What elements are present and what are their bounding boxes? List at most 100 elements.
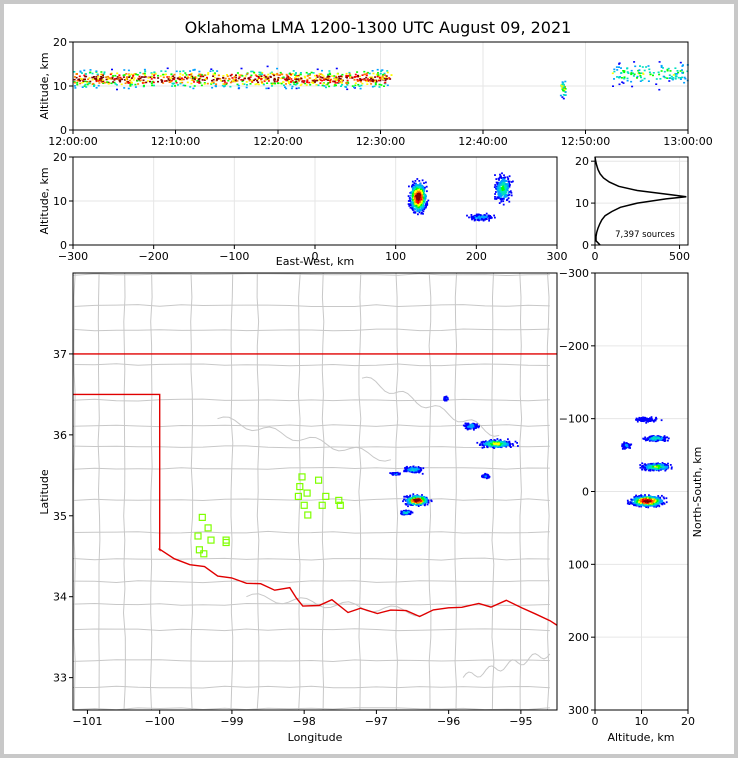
source-point: [194, 76, 197, 78]
source-point: [657, 462, 659, 465]
source-point: [423, 188, 426, 191]
source-point: [346, 76, 348, 79]
source-point: [329, 73, 332, 75]
source-point: [474, 425, 477, 428]
source-point: [134, 83, 137, 86]
source-point: [422, 189, 425, 192]
source-point: [663, 497, 666, 500]
source-point: [315, 83, 318, 86]
source-point: [669, 70, 672, 72]
source-point: [222, 75, 225, 77]
source-point: [359, 78, 362, 80]
source-point: [616, 76, 618, 78]
source-point: [421, 501, 424, 504]
time-height-xtick-label: 12:20:00: [253, 135, 302, 148]
source-point: [283, 84, 285, 87]
source-point: [655, 83, 658, 85]
source-point: [481, 217, 484, 219]
source-point: [115, 77, 118, 80]
source-point: [655, 501, 658, 503]
source-point: [647, 502, 650, 504]
source-point: [371, 79, 374, 81]
source-point: [503, 196, 506, 199]
source-point: [375, 80, 378, 83]
source-point: [204, 78, 207, 80]
source-point: [508, 175, 511, 178]
source-point: [411, 497, 414, 500]
source-point: [563, 88, 566, 90]
source-point: [650, 466, 653, 469]
source-point: [649, 463, 652, 465]
source-point: [627, 501, 630, 504]
source-point: [498, 196, 500, 198]
source-point: [129, 83, 132, 86]
source-point: [503, 190, 505, 193]
lma-station-marker: [335, 496, 343, 504]
source-point: [420, 500, 422, 502]
source-point: [411, 187, 414, 190]
source-point: [473, 424, 475, 426]
source-point: [193, 85, 196, 87]
source-point: [300, 77, 303, 80]
source-point: [295, 80, 298, 83]
source-point: [414, 503, 417, 505]
source-point: [645, 468, 647, 471]
source-point: [560, 84, 563, 86]
altitude-histogram-line: [594, 156, 687, 246]
source-point: [413, 211, 416, 214]
source-point: [421, 211, 423, 214]
source-point: [494, 216, 496, 219]
source-point: [244, 75, 247, 77]
source-point: [495, 185, 498, 188]
source-point: [236, 72, 239, 74]
source-point: [91, 76, 94, 79]
source-point: [349, 76, 352, 78]
source-point: [226, 74, 228, 76]
source-point: [416, 192, 418, 194]
source-point: [315, 74, 318, 77]
source-point: [496, 181, 499, 184]
source-point: [212, 73, 215, 75]
source-point: [340, 82, 343, 84]
source-point: [74, 76, 76, 78]
source-point: [411, 205, 413, 208]
source-point: [119, 79, 122, 81]
source-point: [426, 190, 428, 193]
source-point: [655, 506, 658, 508]
source-point: [674, 74, 677, 76]
source-point: [250, 74, 253, 77]
source-point: [626, 71, 629, 73]
source-point: [120, 78, 123, 80]
source-point: [417, 499, 419, 502]
source-point: [648, 466, 651, 469]
source-point: [203, 74, 206, 76]
source-point: [462, 424, 465, 427]
source-point: [636, 498, 638, 501]
source-point: [271, 85, 273, 87]
source-point: [681, 69, 683, 71]
source-point: [476, 423, 478, 426]
source-point: [193, 77, 196, 80]
source-point: [196, 80, 199, 82]
source-point: [615, 66, 618, 68]
source-point: [325, 86, 327, 89]
source-point: [277, 78, 279, 80]
source-point: [125, 76, 128, 78]
source-point: [348, 73, 351, 75]
source-point: [484, 473, 486, 476]
source-point: [339, 75, 342, 78]
source-point: [207, 72, 210, 74]
source-point: [668, 74, 671, 76]
source-point: [226, 75, 229, 78]
source-point: [662, 501, 665, 504]
source-point: [502, 442, 505, 445]
source-point: [498, 185, 501, 188]
source-point: [248, 79, 251, 82]
source-point: [357, 75, 360, 78]
source-point: [652, 74, 654, 77]
source-point: [146, 80, 149, 82]
source-point: [245, 86, 248, 89]
lma-station-marker: [304, 511, 312, 519]
source-point: [423, 201, 426, 204]
